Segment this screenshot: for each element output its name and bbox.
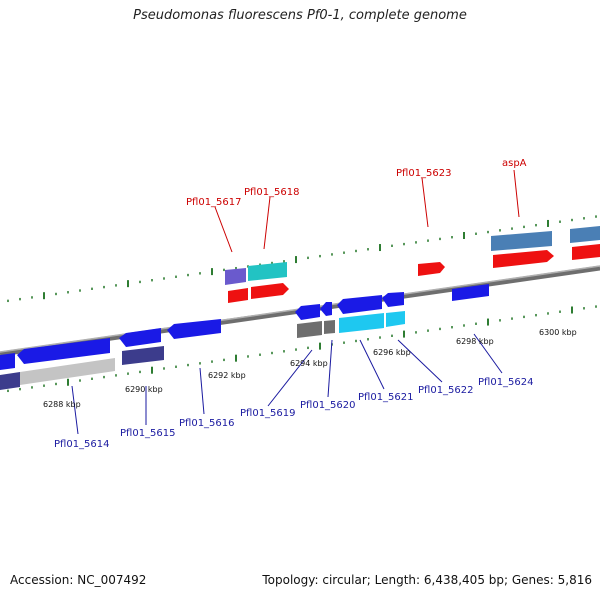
gene-label-pfl01-5622[interactable]: Pfl01_5622 [418,385,474,396]
gene-aspA[interactable] [493,250,554,268]
genome-summary-text: Topology: circular; Length: 6,438,405 bp… [262,573,592,587]
gene-pfl01-5619[interactable] [295,304,320,320]
gene-pfl01-5620-upper[interactable] [320,302,332,316]
gene-pfl01-5614[interactable] [17,338,110,364]
minus-strand-tick-track [7,305,597,393]
gene-label-pfl01-5624[interactable]: Pfl01_5624 [478,377,534,388]
gene-pfl01-5623[interactable] [418,262,445,276]
accession-text: Accession: NC_007492 [10,573,147,587]
gene-pfl01-5615[interactable] [122,346,164,365]
gene-gray-long[interactable] [20,358,115,385]
gene-label-pfl01-5618[interactable]: Pfl01_5618 [244,187,300,198]
scale-label-6294: 6294 kbp [290,359,328,368]
gene-edge-lower[interactable] [572,244,600,260]
scale-label-6300: 6300 kbp [539,328,577,337]
gene-pfl01-5622[interactable] [386,311,405,327]
scale-label-6298: 6298 kbp [456,337,494,346]
map-title: Pseudomonas fluorescens Pf0-1, complete … [133,8,467,23]
gene-pfl01-5617[interactable] [228,288,248,303]
plus-label-leaders [214,169,520,253]
gene-blue-plus-1[interactable] [452,284,489,301]
gene-label-pfl01-5617[interactable]: Pfl01_5617 [186,197,242,208]
scale-label-6292: 6292 kbp [208,371,246,380]
gene-label-aspA[interactable]: aspA [502,158,527,169]
gene-pfl01-5620[interactable] [324,320,335,334]
gene-label-pfl01-5614[interactable]: Pfl01_5614 [54,439,110,450]
gene-edge-blue[interactable] [0,353,15,370]
gene-pfl01-5621-upper[interactable] [337,295,382,314]
gene-blue-minus-1[interactable] [119,328,161,347]
gene-gray-1[interactable] [297,321,322,338]
gene-label-pfl01-5620[interactable]: Pfl01_5620 [300,400,356,411]
minus-strand-genes [0,292,405,390]
gene-pfl01-5622-upper[interactable] [382,292,404,307]
gene-edge-navy[interactable] [0,372,20,390]
gene-edge-upper[interactable] [570,226,600,243]
gene-pfl01-5616[interactable] [167,319,221,339]
minus-label-leaders [71,333,503,435]
gene-label-pfl01-5619[interactable]: Pfl01_5619 [240,408,296,419]
gene-label-pfl01-5623[interactable]: Pfl01_5623 [396,168,452,179]
gene-pfl01-5617-upper[interactable] [225,268,246,285]
gene-label-pfl01-5621[interactable]: Pfl01_5621 [358,392,414,403]
gene-label-pfl01-5615[interactable]: Pfl01_5615 [120,428,176,439]
plus-strand-genes [225,226,600,303]
gene-pfl01-5618[interactable] [251,283,289,299]
scale-label-6288: 6288 kbp [43,400,81,409]
gene-pfl01-5621[interactable] [339,313,384,333]
gene-label-pfl01-5616[interactable]: Pfl01_5616 [179,418,235,429]
scale-label-6296: 6296 kbp [373,348,411,357]
gene-aspA-upper[interactable] [491,231,552,251]
scale-label-6290: 6290 kbp [125,385,163,394]
gene-pfl01-5618-upper[interactable] [248,262,287,281]
